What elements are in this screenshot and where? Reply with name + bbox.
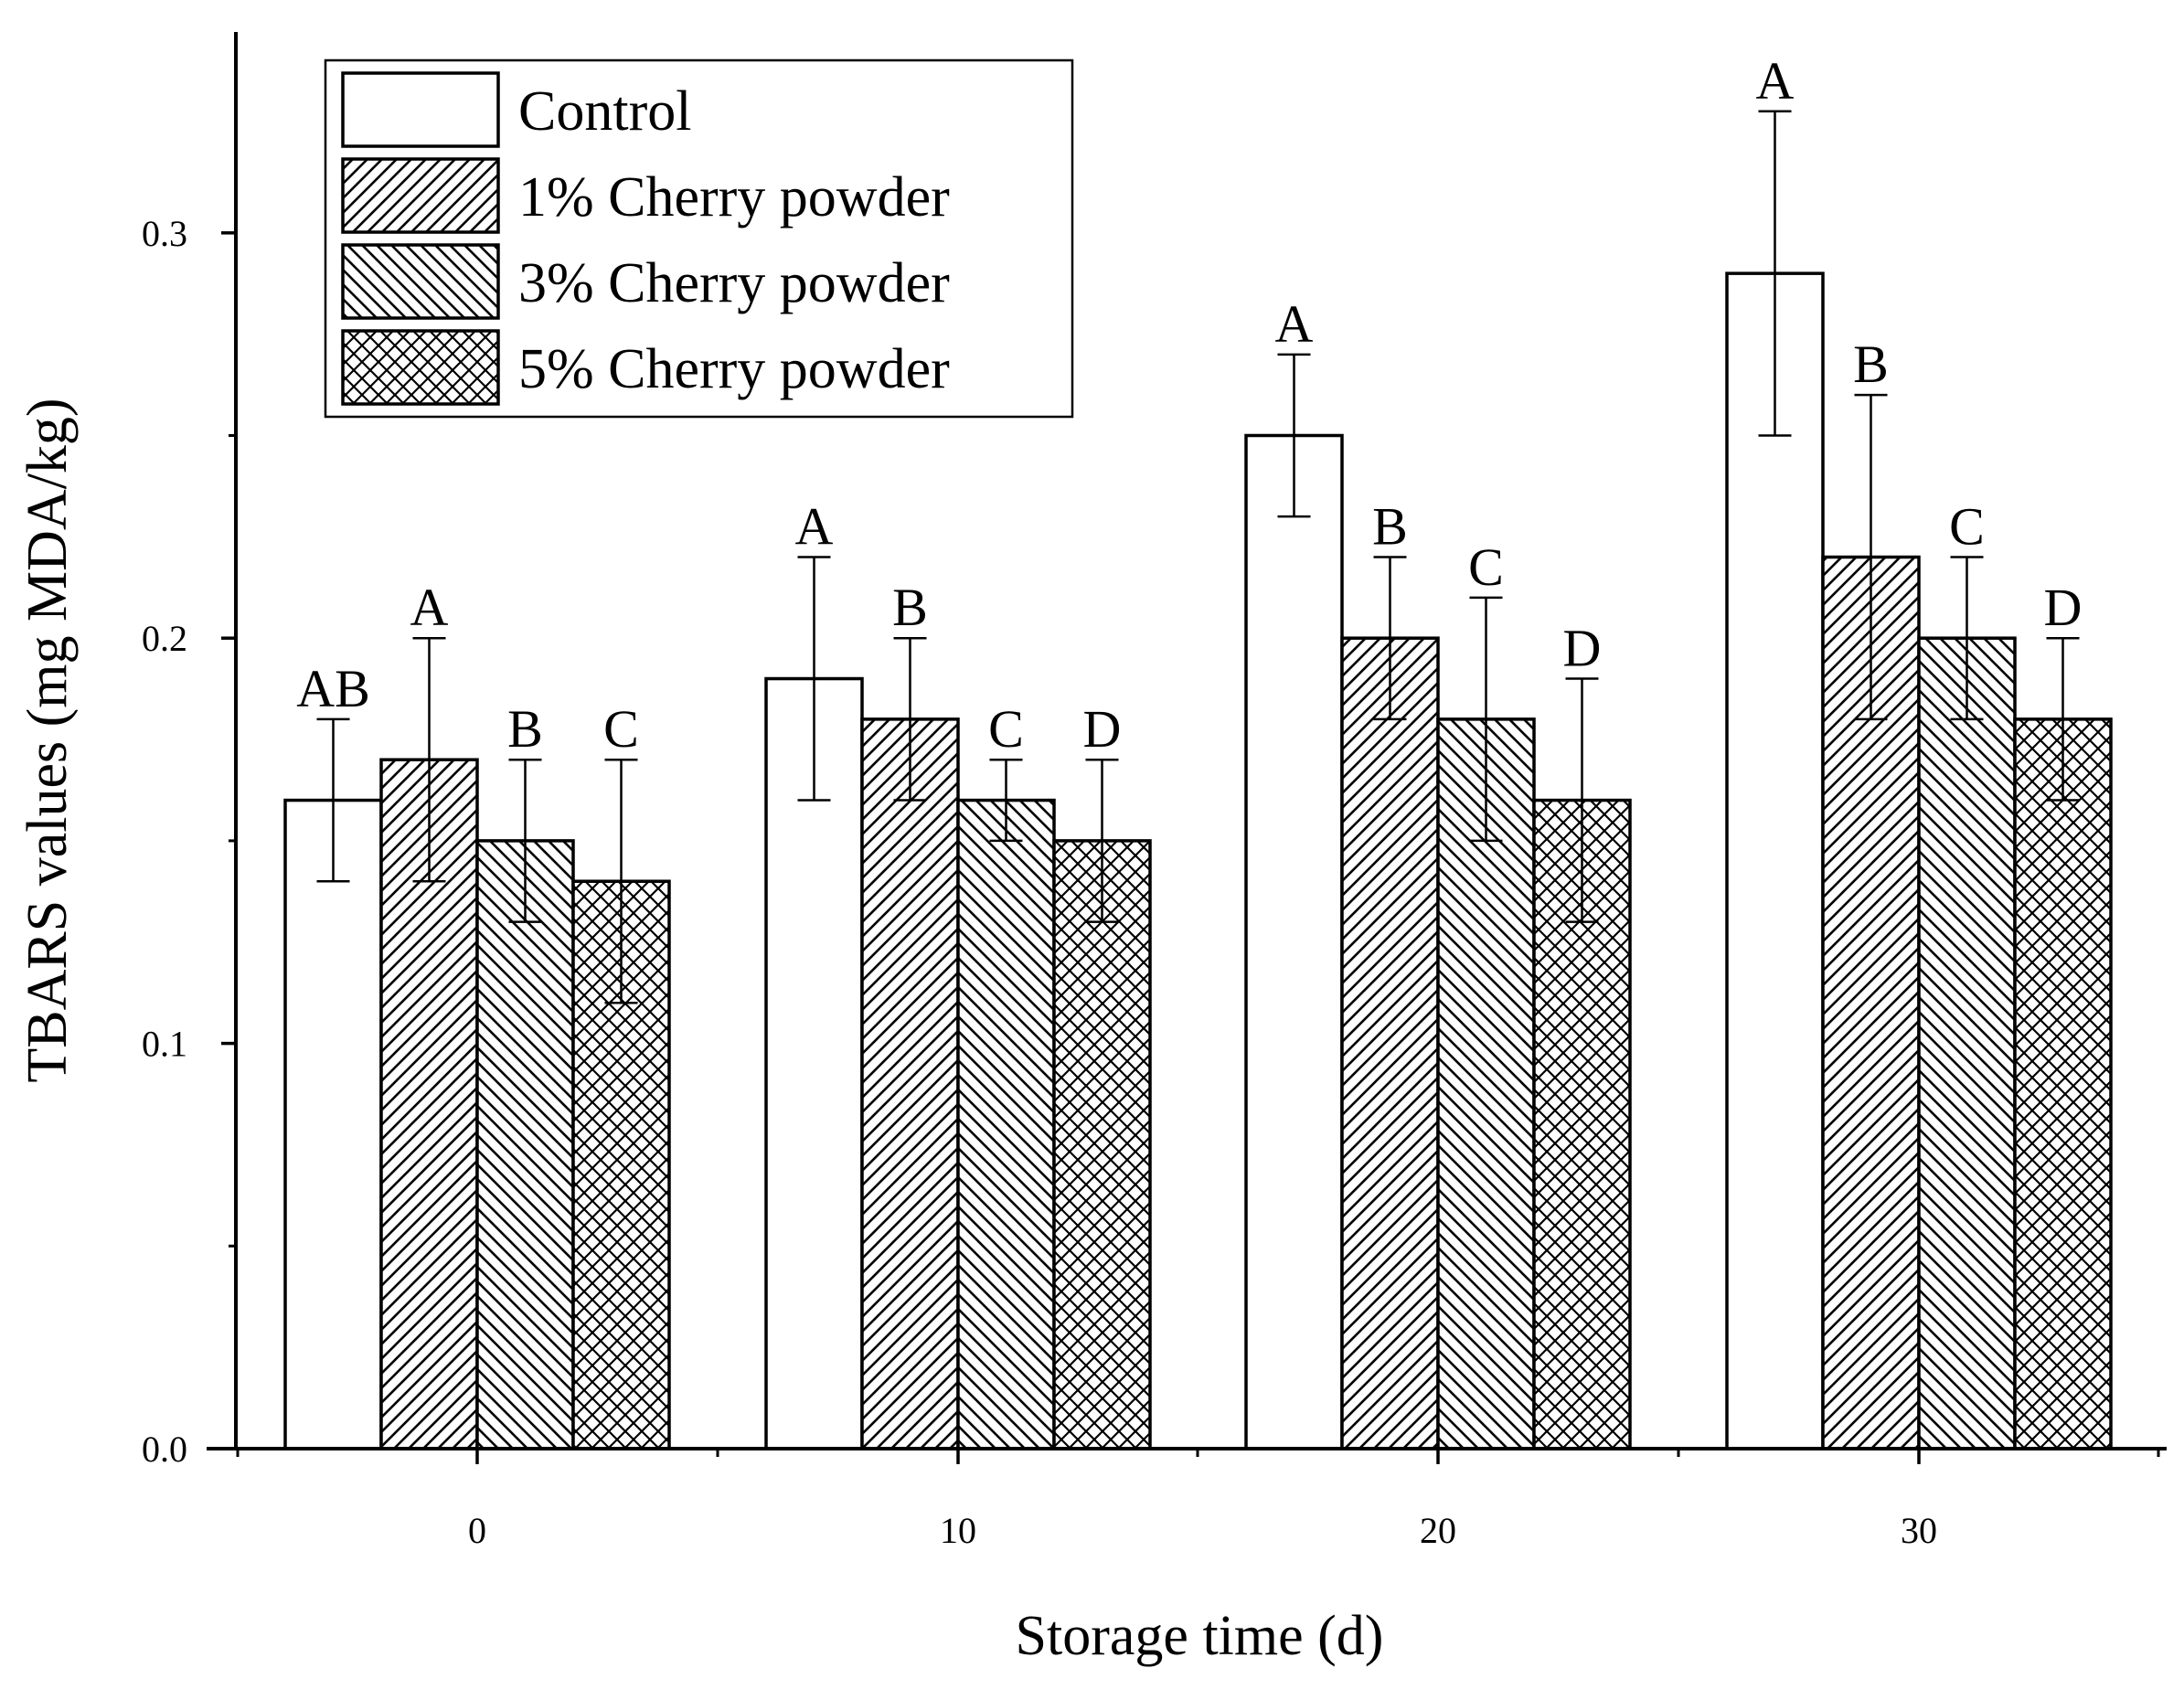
x-tick-label: 20 bbox=[1420, 1510, 1456, 1551]
significance-label: D bbox=[1083, 699, 1122, 759]
bar-1-cherry-powder-day-20 bbox=[1340, 636, 1440, 1450]
significance-label: B bbox=[1372, 497, 1408, 557]
bar-5-cherry-powder-day-30 bbox=[2013, 717, 2113, 1450]
x-tick-label: 10 bbox=[940, 1510, 976, 1551]
significance-label: C bbox=[1468, 537, 1504, 597]
legend-swatch bbox=[341, 243, 500, 320]
bar-3-cherry-powder-day-0 bbox=[475, 839, 575, 1450]
bar-control-day-20 bbox=[1244, 433, 1344, 1450]
significance-label: B bbox=[1853, 335, 1889, 394]
axes bbox=[207, 32, 2167, 1450]
y-ticks: 0.0 0.1 0.2 0.3 bbox=[142, 213, 236, 1470]
significance-label: C bbox=[603, 699, 639, 759]
significance-label: A bbox=[1275, 294, 1314, 354]
legend-label: 1% Cherry powder bbox=[518, 166, 950, 228]
bar-1-cherry-powder-day-10 bbox=[860, 717, 960, 1450]
y-axis-title: TBARS values (mg MDA/kg) bbox=[16, 398, 79, 1082]
significance-label: AB bbox=[296, 659, 370, 718]
x-tick-label: 30 bbox=[1901, 1510, 1937, 1551]
legend-swatch bbox=[341, 157, 500, 234]
x-tick-label: 0 bbox=[468, 1510, 486, 1551]
bar-control-day-30 bbox=[1725, 271, 1825, 1450]
significance-label: D bbox=[2044, 578, 2083, 637]
significance-label: A bbox=[795, 497, 834, 557]
significance-label: A bbox=[1756, 51, 1795, 111]
legend-label: 5% Cherry powder bbox=[518, 338, 950, 400]
bar-3-cherry-powder-day-30 bbox=[1917, 636, 2017, 1450]
legend-swatch bbox=[341, 329, 500, 406]
significance-label: B bbox=[507, 699, 543, 759]
significance-label: B bbox=[892, 578, 928, 637]
legend-label: 3% Cherry powder bbox=[518, 252, 950, 314]
error-bars-layer bbox=[316, 110, 2080, 1004]
significance-label: D bbox=[1563, 619, 1602, 678]
bar-control-day-0 bbox=[283, 798, 383, 1450]
bars-layer bbox=[283, 271, 2113, 1450]
bar-5-cherry-powder-day-10 bbox=[1052, 839, 1152, 1450]
legend-swatch bbox=[341, 71, 500, 148]
bar-3-cherry-powder-day-10 bbox=[956, 798, 1056, 1450]
significance-label: C bbox=[988, 699, 1024, 759]
bar-control-day-10 bbox=[764, 676, 864, 1450]
significance-label: A bbox=[410, 578, 449, 637]
y-tick-label: 0.0 bbox=[142, 1429, 187, 1470]
y-tick-label: 0.3 bbox=[142, 213, 187, 254]
y-tick-label: 0.2 bbox=[142, 618, 187, 659]
y-tick-label: 0.1 bbox=[142, 1024, 187, 1065]
significance-label: C bbox=[1949, 497, 1985, 557]
legend: Control 1% Cherry powder 3% Cherry powder 5… bbox=[324, 58, 1074, 419]
x-axis-title: Storage time (d) bbox=[1016, 1605, 1384, 1667]
legend-label: Control bbox=[518, 80, 691, 143]
x-ticks: 0 10 20 30 bbox=[236, 1449, 2160, 1551]
